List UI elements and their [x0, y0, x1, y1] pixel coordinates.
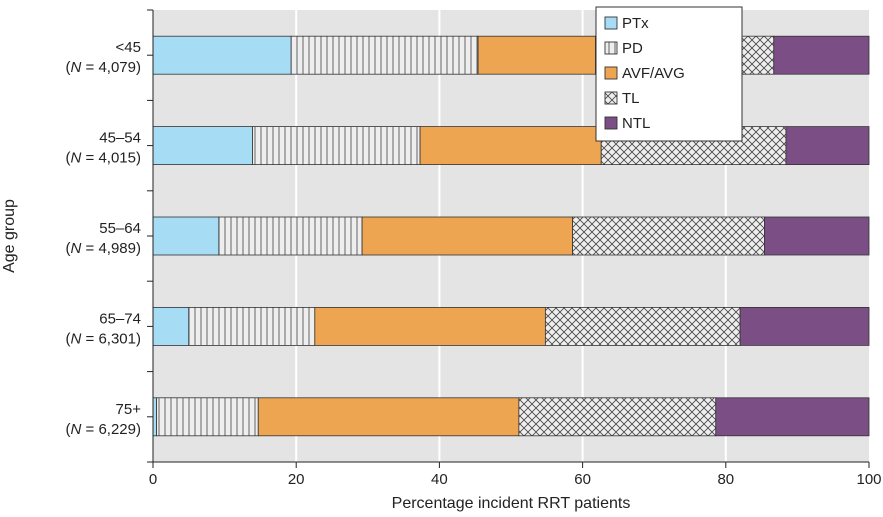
bar-segment-avf-avg	[257, 397, 520, 437]
bar-segment-avf-avg	[419, 126, 602, 165]
legend-swatch	[604, 91, 618, 105]
category-label: 75+	[116, 401, 142, 418]
bar-segment-ntl	[764, 216, 870, 256]
bar-segment-ntl	[715, 397, 870, 437]
bar-segment-tl	[544, 306, 741, 346]
bar-segment-avf-avg	[314, 306, 546, 346]
legend-box	[595, 6, 743, 142]
category-count-label: (N = 4,015)	[66, 150, 141, 167]
category-count-label: (N = 6,301)	[66, 330, 141, 347]
legend-label: AVF/AVG	[622, 65, 685, 82]
legend-swatch	[604, 66, 618, 80]
x-tick-label: 60	[574, 471, 591, 488]
category-count-label: (N = 4,079)	[66, 59, 141, 76]
x-tick-label: 80	[717, 471, 734, 488]
bar-segment-ptx	[152, 216, 220, 256]
bar-segment-ptx	[152, 397, 157, 437]
bars	[152, 35, 870, 437]
category-count-label: (N = 4,989)	[66, 240, 141, 257]
legend-label: TL	[622, 90, 640, 107]
bar-segment-tl	[518, 397, 717, 437]
category-count-label: (N = 6,229)	[66, 421, 141, 438]
bar-segment-ntl	[739, 306, 870, 346]
legend-swatch	[604, 16, 618, 30]
category-labels: <45 (N = 4,079) 45–54 (N = 4,015) 55–64 (N = …	[66, 39, 142, 438]
y-axis-title: Age group	[1, 199, 18, 273]
bar-segment-ptx	[152, 306, 190, 346]
bar-segment-ptx	[152, 126, 253, 165]
bar-segment-tl	[572, 216, 765, 256]
bar-segment-pd	[156, 397, 259, 437]
bar-segment-ntl	[773, 35, 870, 75]
axes: 0 20 40 60 80 100	[147, 9, 882, 488]
legend-swatch	[604, 116, 618, 130]
category-label: 45–54	[99, 130, 141, 147]
category-label: 65–74	[99, 310, 141, 327]
x-axis-title: Percentage incident RRT patients	[392, 495, 631, 512]
bar-segment-pd	[188, 306, 316, 346]
category-label: 55–64	[99, 220, 141, 237]
bar-segment-pd	[252, 126, 421, 165]
x-tick-label: 100	[856, 471, 881, 488]
bar-segment-avf-avg	[361, 216, 573, 256]
bar-segment-ptx	[152, 35, 292, 75]
bar-segment-avf-avg	[477, 35, 596, 75]
legend-label: NTL	[622, 115, 650, 132]
x-tick-label: 40	[431, 471, 448, 488]
legend-label: PD	[622, 40, 643, 57]
legend-swatch	[604, 41, 618, 55]
x-tick-label: 0	[149, 471, 157, 488]
bar-segment-ntl	[785, 126, 870, 165]
legend: PTx PD AVF/AVG TL NTL	[595, 6, 743, 142]
x-tick-label: 20	[288, 471, 305, 488]
category-label: <45	[116, 39, 141, 56]
bar-segment-pd	[218, 216, 363, 256]
legend-label: PTx	[622, 15, 649, 32]
bar-segment-pd	[290, 35, 479, 75]
